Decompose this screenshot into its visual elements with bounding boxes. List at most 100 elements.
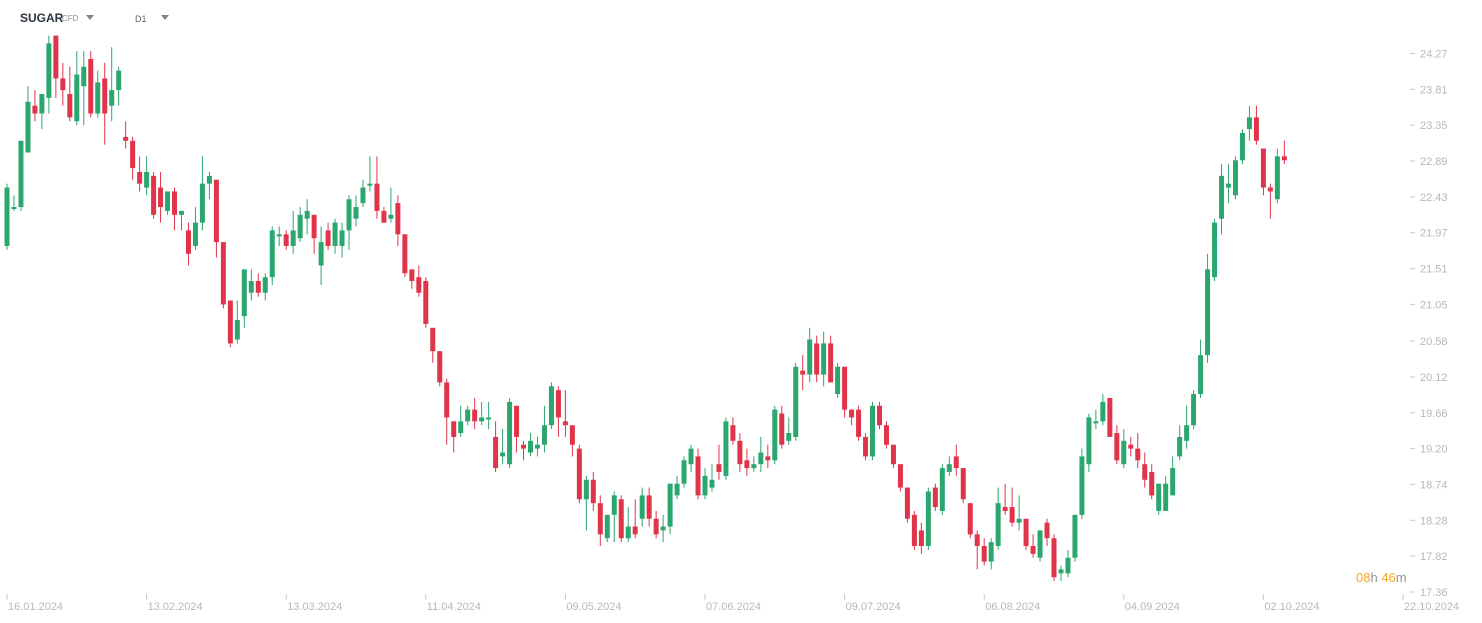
candle-body-up (1232, 160, 1238, 196)
candle-body-up (1163, 483, 1169, 511)
candle-body-up (870, 405, 876, 457)
candle-body-down (1030, 546, 1036, 554)
x-axis-label: 09.05.2024 (566, 601, 621, 613)
candle-body-down (514, 405, 520, 437)
timeframe-selector[interactable]: D1 (135, 14, 147, 24)
x-axis-label: 13.02.2024 (148, 601, 203, 613)
y-axis-label: 17.36 (1420, 587, 1448, 599)
symbol-dropdown-chevron-down-icon[interactable] (86, 15, 94, 20)
x-axis-label: 06.08.2024 (985, 601, 1040, 613)
candle-body-up (206, 175, 212, 184)
candle-body-down (744, 460, 750, 469)
candle-body-up (988, 542, 994, 562)
candle-body-up (360, 187, 366, 204)
instrument-type-label: CFD (62, 14, 79, 23)
countdown-minutes-unit: m (1395, 570, 1407, 585)
candle-body-up (276, 234, 282, 237)
candle-body-down (716, 464, 722, 472)
candle-body-down (493, 436, 499, 469)
candle-body-up (625, 526, 631, 539)
candle-body-up (192, 222, 198, 246)
y-axis-label: 22.43 (1420, 192, 1448, 204)
candle-body-down (765, 456, 771, 461)
candle-body-up (144, 171, 150, 188)
candle-body-down (779, 413, 785, 445)
candle-body-down (1002, 507, 1008, 511)
candle-body-down (842, 366, 848, 410)
candle-body-down (102, 78, 108, 114)
x-axis-label: 02.10.2024 (1264, 601, 1319, 613)
candle-body-down (255, 281, 261, 293)
candle-body-down (220, 242, 226, 305)
y-axis-label: 20.12 (1420, 372, 1448, 384)
candle-body-down (967, 503, 973, 535)
candle-body-down (856, 409, 862, 437)
candle-body-down (1260, 148, 1266, 188)
timeframe-chevron-down-icon[interactable] (161, 15, 169, 20)
countdown-hours-unit: h (1370, 570, 1378, 585)
candle-body-down (1149, 471, 1155, 496)
candle-body-up (667, 483, 673, 527)
candle-body-up (1072, 514, 1078, 558)
candle-body-up (793, 366, 799, 437)
candle-body-up (723, 421, 729, 476)
candle-body-up (234, 320, 240, 340)
candle-body-up (458, 421, 464, 434)
candle-body-up (1239, 132, 1245, 161)
candle-body-down (172, 191, 178, 215)
candle-body-up (1226, 183, 1231, 188)
candle-body-up (81, 66, 87, 87)
candle-body-up (95, 82, 101, 114)
candle-body-up (751, 464, 757, 469)
candle-body-down (123, 136, 129, 141)
chart-toolbar: SUGAR CFD D1 (0, 0, 1482, 36)
candle-body-down (981, 546, 987, 562)
candle-body-up (46, 43, 52, 98)
candle-body-down (597, 503, 603, 535)
candle-body-up (1191, 394, 1197, 426)
candle-body-up (946, 464, 952, 472)
candle-body-up (367, 183, 373, 186)
candle-body-up (821, 343, 827, 375)
candle-body-up (1198, 355, 1204, 395)
candle-body-up (1156, 483, 1162, 511)
candle-body-up (248, 281, 254, 293)
candle-body-up (1058, 569, 1064, 574)
candle-body-up (262, 277, 268, 293)
candle-body-up (702, 475, 708, 496)
candle-body-down (890, 444, 896, 465)
y-axis-label: 19.66 (1420, 408, 1448, 420)
candle-body-down (185, 230, 191, 254)
candle-body-down (402, 234, 408, 274)
candle-body-down (1044, 522, 1050, 539)
candle-body-up (507, 401, 513, 465)
candle-body-up (548, 386, 554, 426)
candle-body-down (562, 421, 568, 426)
candle-body-up (674, 483, 680, 496)
candle-body-down (1114, 433, 1120, 461)
candle-body-down (737, 440, 743, 465)
candle-body-down (416, 277, 422, 293)
candle-body-down (646, 495, 652, 519)
candle-body-up (25, 101, 31, 153)
candle-body-up (269, 230, 275, 278)
candle-body-up (1037, 530, 1043, 558)
candle-body-down (918, 530, 924, 547)
candle-body-down (1281, 156, 1287, 161)
candle-body-down (883, 425, 889, 445)
candle-body-up (528, 440, 533, 453)
candle-body-up (353, 207, 359, 219)
candle-body-down (227, 300, 233, 344)
candle-body-down (1267, 187, 1273, 192)
candle-body-up (1016, 518, 1022, 523)
y-axis-label: 19.20 (1420, 444, 1448, 456)
candle-body-down (904, 487, 910, 519)
candle-body-down (932, 487, 938, 508)
candle-body-up (541, 425, 547, 445)
candle-body-up (179, 210, 184, 215)
candle-body-up (39, 94, 45, 114)
candle-body-down (960, 468, 966, 500)
candle-body-down (1135, 448, 1141, 461)
symbol-label[interactable]: SUGAR (20, 11, 64, 25)
